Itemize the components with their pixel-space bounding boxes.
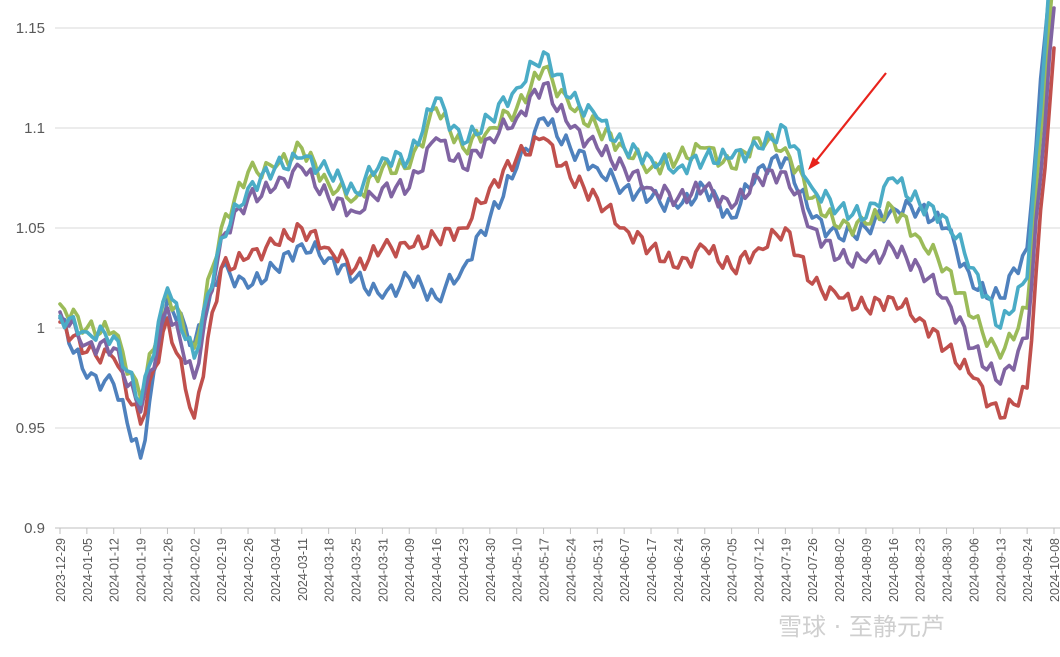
x-tick-label: 2024-04-16 <box>430 538 444 602</box>
series-line-5 <box>58 0 1050 406</box>
x-tick-label: 2024-05-31 <box>591 538 605 602</box>
x-tick-label: 2024-01-12 <box>108 538 122 602</box>
x-tick-label: 2024-06-30 <box>699 538 713 602</box>
x-tick-label: 2024-07-05 <box>726 538 740 602</box>
series-line-1 <box>58 0 1051 460</box>
x-tick-label: 2024-08-02 <box>833 538 847 602</box>
series-line-3 <box>58 0 1054 400</box>
y-tick-label: 0.95 <box>16 420 45 437</box>
series-lines <box>58 0 1056 460</box>
x-tick-label: 2024-04-30 <box>484 538 498 602</box>
series-line-2 <box>58 46 1056 426</box>
x-tick-label: 2024-08-30 <box>941 538 955 602</box>
x-tick-label: 2024-05-10 <box>511 538 525 602</box>
x-tick-label: 2024-04-09 <box>403 538 417 602</box>
x-axis: 2023-12-29 2024-01-05 2024-01-12 2024-01-19… <box>54 527 1060 602</box>
x-tick-label: 2024-09-06 <box>967 538 981 602</box>
x-tick-label: 2024-04-23 <box>457 538 471 602</box>
x-tick-label: 2024-01-05 <box>81 538 95 602</box>
x-tick-label: 2024-09-13 <box>994 538 1008 602</box>
x-tick-label: 2024-03-04 <box>269 538 283 602</box>
x-tick-label: 2024-01-26 <box>161 538 175 602</box>
y-tick-label: 1 <box>37 320 45 337</box>
x-tick-label: 2024-03-11 <box>296 538 310 601</box>
x-tick-label: 2024-05-24 <box>564 538 578 602</box>
x-tick-label: 2024-10-08 <box>1048 538 1060 602</box>
x-tick-label: 2024-08-23 <box>914 538 928 602</box>
grid-lines <box>55 27 1060 529</box>
x-tick-label: 2024-03-25 <box>350 538 364 602</box>
x-tick-label: 2024-03-31 <box>376 538 390 602</box>
annotation-arrow <box>811 72 887 167</box>
x-tick-label: 2024-06-24 <box>672 538 686 602</box>
x-tick-label: 2024-08-09 <box>860 538 874 602</box>
x-tick-label: 2024-08-16 <box>887 538 901 602</box>
x-tick-label: 2023-12-29 <box>54 538 68 602</box>
y-tick-label: 1.15 <box>16 20 45 37</box>
x-tick-label: 2024-07-12 <box>752 538 766 602</box>
y-tick-label: 1.1 <box>24 120 45 137</box>
x-tick-label: 2024-01-19 <box>135 538 149 602</box>
x-tick-label: 2024-06-07 <box>618 538 632 602</box>
x-tick-label: 2024-07-19 <box>779 538 793 602</box>
x-tick-label: 2024-02-19 <box>215 538 229 602</box>
x-tick-label: 2024-02-02 <box>188 538 202 602</box>
y-tick-label: 0.9 <box>24 520 45 537</box>
watermark: 雪球 · 至静元芦 <box>778 613 945 641</box>
x-tick-label: 2024-02-26 <box>242 538 256 602</box>
x-tick-label: 2024-03-18 <box>323 538 337 602</box>
y-tick-label: 1.05 <box>16 220 45 237</box>
x-tick-label: 2024-07-26 <box>806 538 820 602</box>
x-tick-label: 2024-05-17 <box>538 538 552 602</box>
x-tick-label: 2024-09-24 <box>1021 538 1035 602</box>
x-tick-label: 2024-06-17 <box>645 538 659 602</box>
annotation-arrowhead <box>808 157 820 170</box>
y-axis: 0.9 0.95 1 1.05 1.1 1.15 <box>16 20 45 537</box>
